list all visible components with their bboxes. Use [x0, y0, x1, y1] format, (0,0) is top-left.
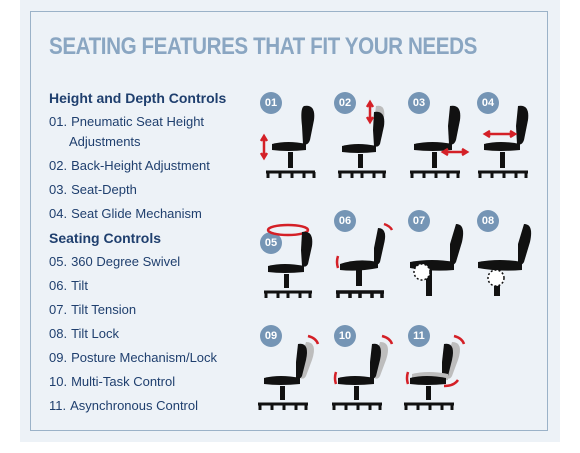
chair-tilt-icon — [335, 222, 394, 298]
chair-back-height-icon — [338, 99, 386, 178]
page-title: SEATING FEATURES THAT FIT YOUR NEEDS — [49, 33, 477, 60]
chair-asynchronous-icon — [404, 334, 466, 410]
feature-item-07: 07. Tilt Tension — [49, 302, 137, 317]
feature-item-10: 10. Multi-Task Control — [49, 374, 176, 389]
feature-badge-04: 04 — [477, 92, 499, 114]
feature-item-08: 08. Tilt Lock — [49, 326, 119, 341]
feature-badge-01: 01 — [260, 92, 282, 114]
feature-item-01: 01. Pneumatic Seat Height — [49, 114, 205, 129]
chair-seat-height-icon — [259, 105, 316, 178]
background-panel — [20, 0, 560, 442]
feature-item-03: 03. Seat-Depth — [49, 182, 137, 197]
feature-item-02: 02. Back-Height Adjustment — [49, 158, 210, 173]
section-heading-height-depth: Height and Depth Controls — [49, 90, 227, 106]
feature-item-06: 06. Tilt — [49, 278, 88, 293]
feature-badge-11: 11 — [408, 325, 430, 347]
feature-item-01-continued: Adjustments — [69, 134, 141, 149]
chair-seat-glide-icon — [478, 105, 529, 178]
chair-tilt-lock-icon — [478, 224, 532, 296]
feature-item-05: 05. 360 Degree Swivel — [49, 254, 181, 269]
feature-badge-06: 06 — [334, 210, 356, 232]
content-frame — [30, 11, 548, 431]
feature-badge-03: 03 — [408, 92, 430, 114]
chair-multi-task-icon — [332, 334, 394, 410]
chair-swivel-icon — [264, 223, 313, 298]
feature-badge-09: 09 — [260, 325, 282, 347]
section-heading-seating-controls: Seating Controls — [49, 230, 162, 246]
feature-item-04: 04. Seat Glide Mechanism — [49, 206, 202, 221]
feature-badge-10: 10 — [334, 325, 356, 347]
feature-badge-07: 07 — [408, 210, 430, 232]
feature-badge-08: 08 — [477, 210, 499, 232]
chair-tilt-tension-icon — [410, 224, 464, 296]
chair-seat-depth-icon — [410, 105, 470, 178]
feature-item-11: 11. Asynchronous Control — [49, 398, 199, 413]
feature-item-09: 09. Posture Mechanism/Lock — [49, 350, 218, 365]
feature-badge-02: 02 — [334, 92, 356, 114]
feature-badge-05: 05 — [260, 232, 282, 254]
chair-posture-lock-icon — [258, 334, 320, 410]
